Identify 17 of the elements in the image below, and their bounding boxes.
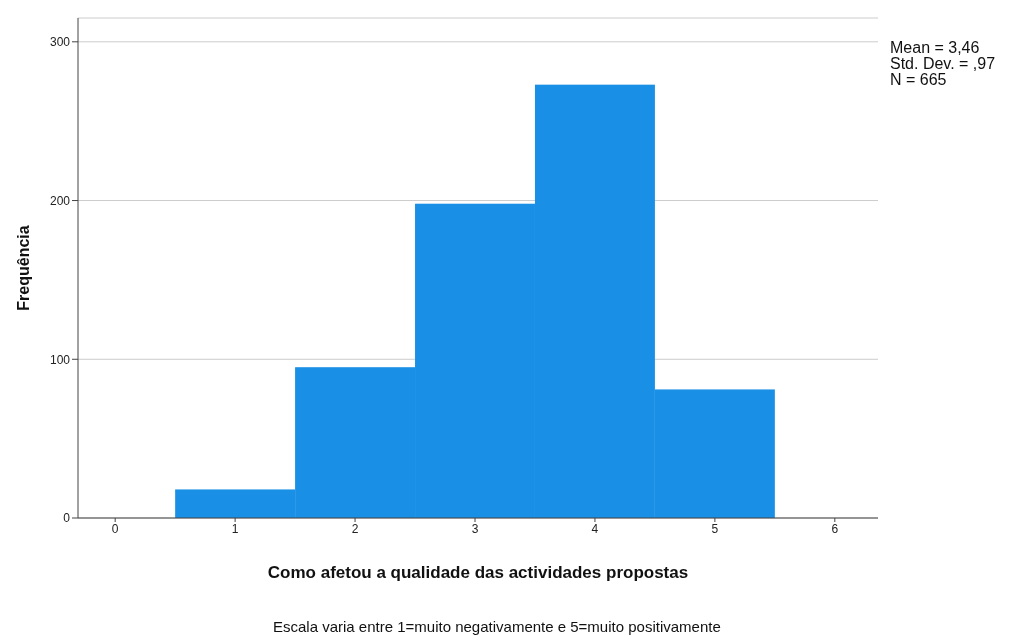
text: Escala varia entre 1=muito negativamente e 5=muito positivamente	[273, 618, 721, 635]
x-tick-label: 6	[831, 521, 839, 536]
x-tick-label: 1	[231, 521, 239, 536]
x-tick-label: 0	[111, 521, 119, 536]
y-tick-label: 100	[49, 352, 71, 367]
text: N = 665	[890, 71, 948, 88]
x-tick-label: 3	[471, 521, 479, 536]
x-tick-label: 5	[711, 521, 719, 536]
text: Mean = 3,46	[890, 39, 981, 56]
text: Std. Dev. = ,97	[890, 55, 996, 72]
y-tick-label: 200	[49, 193, 71, 208]
x-tick-label: 4	[591, 521, 599, 536]
x-tick-label: 2	[351, 521, 359, 536]
y-axis-title: Frequência	[14, 225, 32, 311]
y-tick-label: 0	[63, 511, 71, 526]
x-axis-title: Como afetou a qualidade das actividades propostas	[267, 563, 689, 582]
y-tick-label: 300	[49, 35, 71, 50]
